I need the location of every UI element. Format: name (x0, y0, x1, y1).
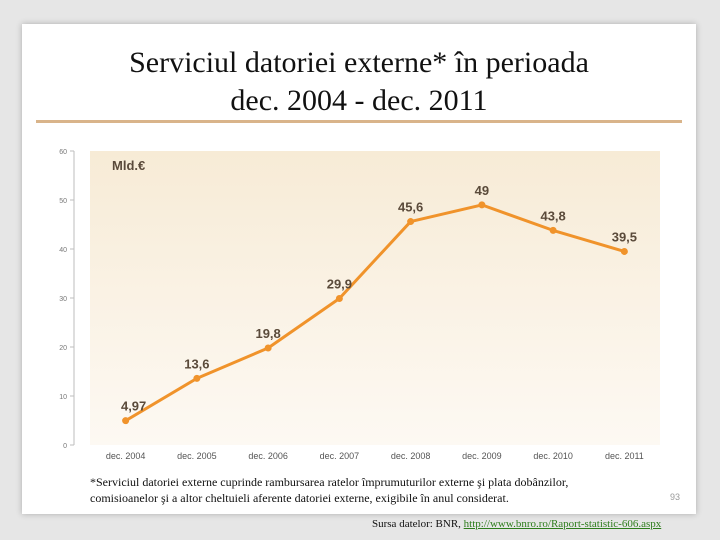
x-category-label: dec. 2008 (391, 451, 431, 461)
y-tick-label: 40 (59, 247, 67, 254)
data-point (407, 218, 415, 226)
title-divider (36, 120, 682, 123)
data-label: 45,6 (398, 200, 423, 215)
y-tick-label: 60 (59, 149, 67, 156)
x-category-label: dec. 2006 (248, 451, 288, 461)
data-label: 29,9 (327, 276, 352, 291)
x-category-label: dec. 2010 (533, 451, 573, 461)
y-tick-label: 30 (59, 296, 67, 303)
source-link[interactable]: http://www.bnro.ro/Raport-statistic-606.… (463, 518, 662, 530)
data-label: 19,8 (255, 326, 280, 341)
data-point (264, 344, 272, 352)
source-prefix: Sursa datelor: BNR, (372, 518, 464, 530)
data-label: 43,8 (540, 208, 565, 223)
data-label: 4,97 (121, 399, 146, 414)
x-category-label: dec. 2009 (462, 451, 502, 461)
y-tick-label: 20 (59, 345, 67, 352)
line-chart: 0 10 20 30 40 50 60 dec. 2004 dec. 2005 dec. 200… (59, 149, 660, 461)
data-label: 39,5 (612, 229, 637, 244)
series-line (124, 203, 625, 422)
data-point (620, 247, 628, 255)
title-line-2: dec. 2004 - dec. 2011 (230, 84, 488, 117)
data-point (478, 201, 486, 209)
x-category-label: dec. 2004 (106, 451, 146, 461)
data-label: 13,6 (184, 356, 209, 371)
page-number: 93 (670, 492, 681, 502)
slide: Serviciul datoriei externe* în perioada … (22, 24, 696, 514)
x-category-label: dec. 2011 (605, 451, 644, 461)
data-label: 49 (475, 183, 489, 198)
source-note: Sursa datelor: BNR, http://www.bnro.ro/R… (372, 518, 661, 530)
data-point (335, 294, 343, 302)
y-tick-label: 50 (59, 198, 67, 205)
footnote: *Serviciul datoriei externe cuprinde ram… (90, 474, 670, 506)
y-tick-label: 0 (63, 443, 67, 450)
data-point (549, 226, 557, 234)
footnote-line-1: *Serviciul datoriei externe cuprinde ram… (90, 475, 569, 489)
unit-label: Mld.€ (112, 158, 145, 173)
data-point (122, 417, 130, 425)
title-line-1: Serviciul datoriei externe* în perioada (129, 46, 589, 79)
data-point (193, 374, 201, 382)
footnote-line-2: comisioanelor şi a altor cheltuieli afer… (90, 491, 509, 505)
x-category-label: dec. 2005 (177, 451, 217, 461)
x-category-label: dec. 2007 (320, 451, 360, 461)
y-tick-label: 10 (59, 394, 67, 401)
plot-background (90, 151, 660, 445)
slide-title: Serviciul datoriei externe* în perioada … (22, 44, 696, 120)
